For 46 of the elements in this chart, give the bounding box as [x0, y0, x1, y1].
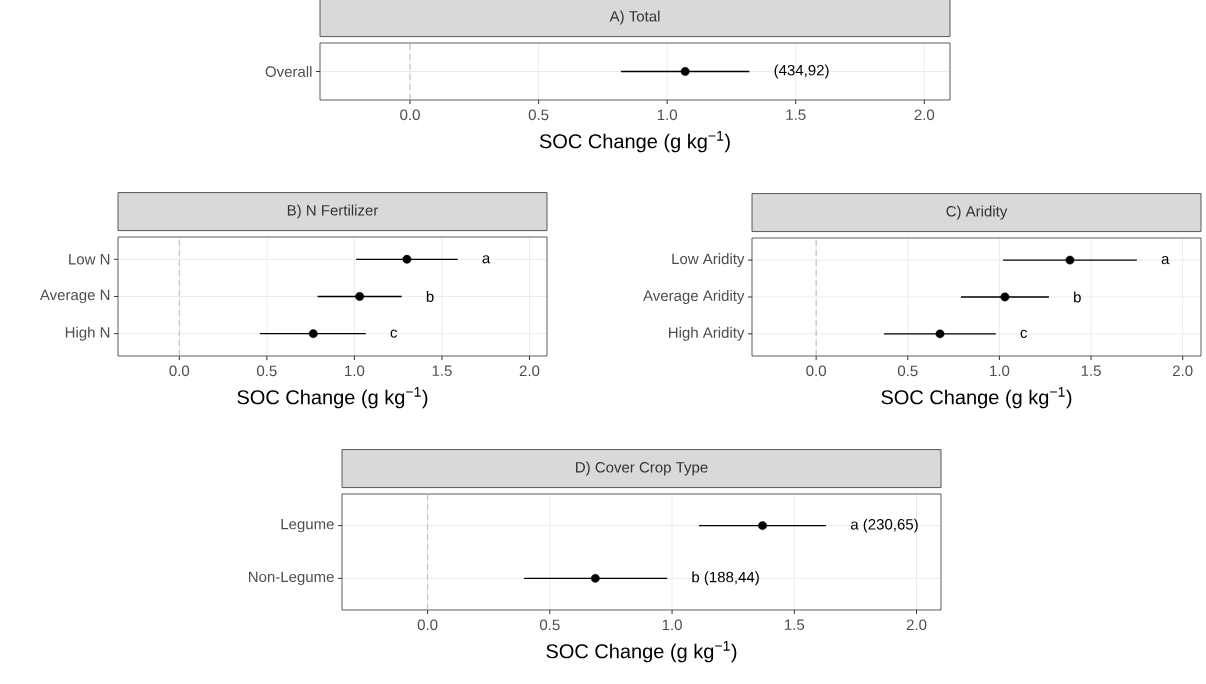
- x-axis-title: SOC Change (g kg$^{−1}$): [539, 131, 730, 153]
- x-tick-label: 2.0: [1173, 365, 1193, 377]
- y-tick-label: Non-Legume: [248, 571, 334, 586]
- y-tick-label: Average Aridity: [643, 290, 745, 304]
- y-tick-label: Legume: [281, 518, 334, 533]
- x-axis-title: SOC Change (g kg$^{−1}$): [237, 387, 428, 409]
- y-tick-label: Low Aridity: [672, 253, 745, 268]
- annotation: b: [426, 290, 434, 302]
- y-tick-label: Average N: [39, 289, 110, 304]
- x-axis-title: SOC Change (g kg$^{−1}$): [881, 387, 1072, 409]
- annotation: a: [482, 255, 491, 264]
- x-tick-label: 1.5: [786, 109, 806, 120]
- annotation: b: [1074, 291, 1081, 303]
- annotation: a: [1161, 256, 1170, 265]
- x-tick-label: 1.0: [990, 365, 1010, 377]
- annotation: b (188,44): [692, 571, 759, 586]
- x-tick-label: 0.0: [417, 619, 438, 631]
- annotation: (434,92): [774, 64, 829, 79]
- chart-title: B) N Fertilizer: [287, 204, 379, 219]
- chart-title: C) Aridity: [946, 205, 1008, 220]
- x-tick-label: 1.0: [657, 109, 677, 121]
- x-tick-label: 1.0: [345, 365, 365, 377]
- x-tick-label: 0.5: [257, 365, 277, 377]
- x-tick-label: 2.0: [906, 619, 927, 631]
- x-tick-label: 0.5: [897, 365, 918, 377]
- x-tick-label: 1.5: [432, 365, 452, 376]
- chart-title: D) Cover Crop Type: [576, 461, 708, 476]
- x-tick-label: 2.0: [519, 365, 540, 377]
- annotation: c: [1020, 329, 1028, 338]
- y-tick-label: Overall: [265, 65, 312, 77]
- x-tick-label: 0.0: [400, 109, 420, 121]
- y-tick-label: High N: [65, 326, 110, 341]
- y-tick-label: Low N: [69, 254, 110, 265]
- x-tick-label: 2.0: [914, 109, 935, 121]
- x-tick-label: 0.0: [806, 365, 826, 377]
- y-tick-label: High Aridity: [669, 326, 745, 341]
- annotation: a (230,65): [850, 518, 918, 533]
- x-axis-title: SOC Change (g kg$^{−1}$): [546, 641, 737, 663]
- x-tick-label: 0.0: [169, 365, 190, 377]
- x-tick-label: 1.5: [1081, 365, 1101, 376]
- x-tick-label: 0.5: [528, 109, 549, 121]
- chart-title: A) Total: [609, 10, 660, 25]
- annotation: c: [390, 329, 398, 338]
- x-tick-label: 1.0: [662, 619, 682, 631]
- x-tick-label: 0.5: [539, 619, 560, 631]
- x-tick-label: 1.5: [785, 619, 805, 630]
